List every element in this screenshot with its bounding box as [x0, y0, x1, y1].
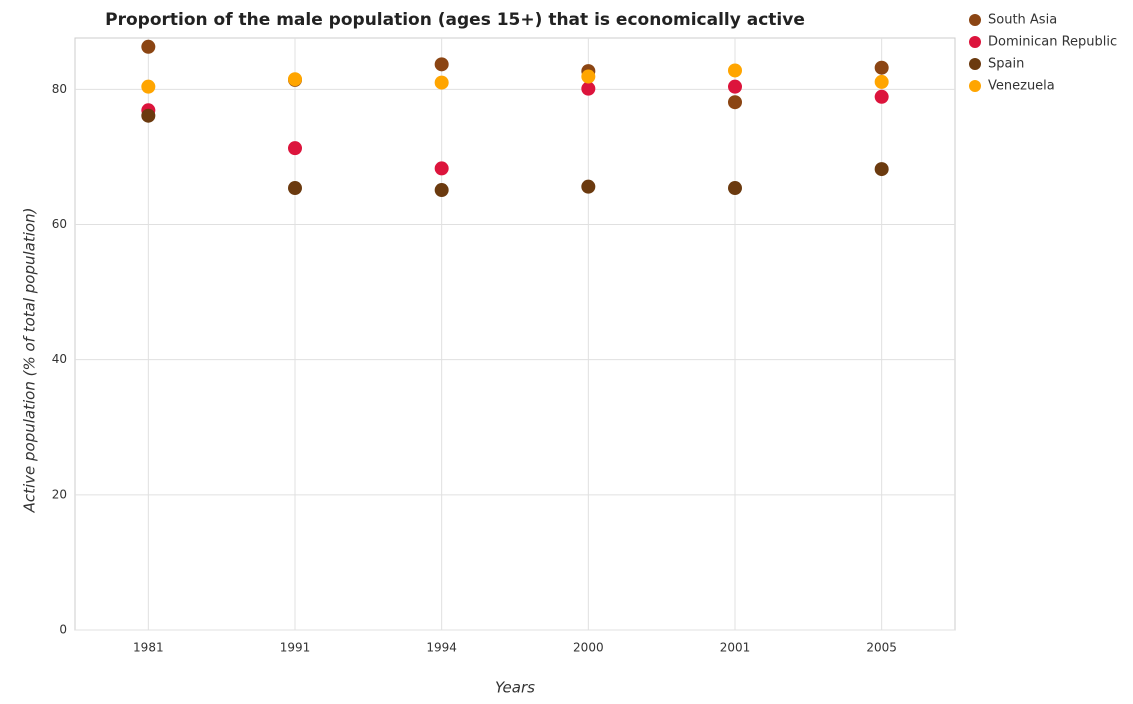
x-tick-label: 1991 [280, 641, 311, 655]
legend-label: South Asia [988, 13, 1057, 28]
point [141, 108, 156, 123]
x-tick-label: 2005 [866, 641, 897, 655]
point [874, 162, 889, 177]
legend-label: Venezuela [988, 79, 1055, 94]
legend-label: Spain [988, 57, 1024, 72]
y-tick-label: 0 [59, 623, 67, 637]
point [874, 60, 889, 75]
chart-title: Proportion of the male population (ages … [105, 10, 805, 30]
point [288, 141, 302, 156]
point [581, 81, 596, 96]
legend-marker [969, 36, 981, 48]
point [434, 57, 449, 72]
point [434, 161, 449, 176]
y-tick-label: 20 [52, 487, 67, 501]
x-tick-label: 2001 [720, 641, 751, 655]
x-axis-label: Years [495, 679, 535, 697]
legend-marker [969, 58, 981, 70]
x-tick-label: 1981 [133, 641, 164, 655]
point [141, 39, 156, 54]
point [581, 69, 596, 84]
y-axis-label: Active population (% of total population… [21, 208, 39, 514]
point [141, 79, 156, 94]
point [874, 74, 889, 89]
point [728, 181, 742, 196]
point [434, 75, 449, 90]
plot-frame [74, 37, 956, 631]
y-tick-label: 40 [52, 352, 67, 366]
y-tick-label: 60 [52, 217, 67, 231]
x-tick-label: 1994 [426, 641, 457, 655]
legend-label: Dominican Republic [988, 35, 1117, 50]
point [288, 181, 302, 196]
point [434, 183, 449, 198]
legend-marker [969, 80, 981, 92]
y-tick-label: 80 [52, 82, 67, 96]
point [728, 79, 742, 94]
legend-marker [969, 14, 981, 26]
point [288, 72, 302, 87]
point [728, 95, 742, 110]
x-tick-label: 2000 [573, 641, 604, 655]
point [581, 179, 596, 194]
point [874, 89, 889, 104]
point [728, 63, 742, 78]
